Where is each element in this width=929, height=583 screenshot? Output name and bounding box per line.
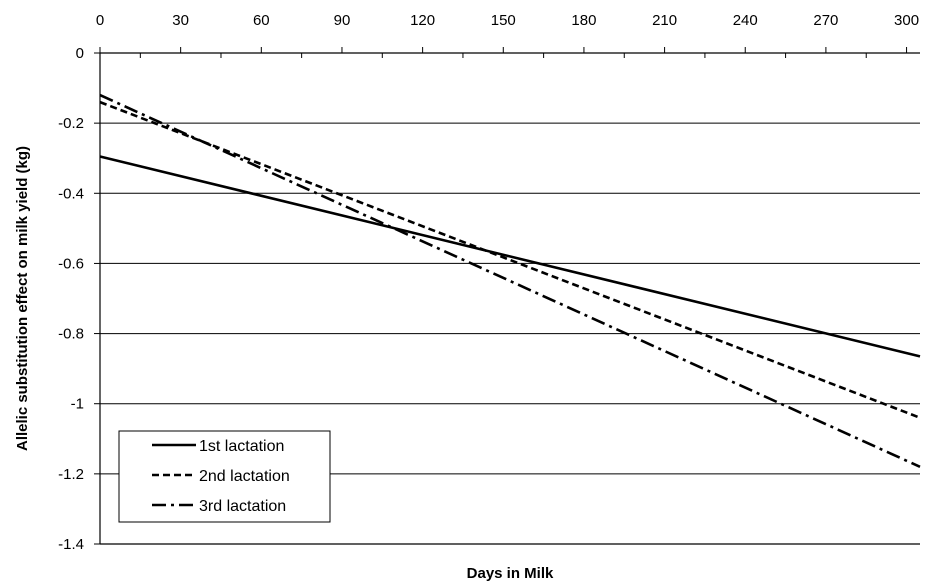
x-tick-label: 150 xyxy=(491,12,516,29)
legend: 1st lactation 2nd lactation 3rd lactation xyxy=(118,430,331,523)
y-tick-label: -0.6 xyxy=(58,255,84,272)
x-tick-label: 270 xyxy=(813,12,838,29)
x-axis-title: Days in Milk xyxy=(467,565,554,582)
y-axis-title: Allelic substitution effect on milk yiel… xyxy=(14,146,31,451)
y-tick-label: -1 xyxy=(71,396,84,413)
x-tick-label: 240 xyxy=(733,12,758,29)
legend-label: 3rd lactation xyxy=(199,498,286,515)
x-tick-label: 60 xyxy=(253,12,270,29)
series-line-dashdot xyxy=(99,93,921,469)
x-tick-label: 210 xyxy=(652,12,677,29)
y-tick-label: -0.2 xyxy=(58,115,84,132)
x-tick-label: 0 xyxy=(96,12,104,29)
series-line-dashed xyxy=(99,100,921,419)
gridlines xyxy=(100,122,920,475)
series-lines xyxy=(99,93,921,469)
y-tick-label: 0 xyxy=(76,45,84,62)
y-tick-label: -0.4 xyxy=(58,185,84,202)
series-line-solid xyxy=(99,155,921,358)
x-tick-label: 300 xyxy=(894,12,919,29)
x-tick-label: 90 xyxy=(334,12,351,29)
x-axis-ticks: 0 30 60 90 120 150 180 210 240 270 300 xyxy=(96,12,919,58)
legend-label: 2nd lactation xyxy=(199,468,290,485)
legend-label: 1st lactation xyxy=(199,438,284,455)
y-axis-ticks: 0 -0.2 -0.4 -0.6 -0.8 -1 -1.2 -1.4 xyxy=(58,45,100,553)
x-tick-label: 120 xyxy=(410,12,435,29)
x-tick-label: 30 xyxy=(172,12,189,29)
y-tick-label: -0.8 xyxy=(58,326,84,343)
axes xyxy=(99,52,920,545)
x-tick-label: 180 xyxy=(571,12,596,29)
y-tick-label: -1.4 xyxy=(58,536,84,553)
y-tick-label: -1.2 xyxy=(58,466,84,483)
